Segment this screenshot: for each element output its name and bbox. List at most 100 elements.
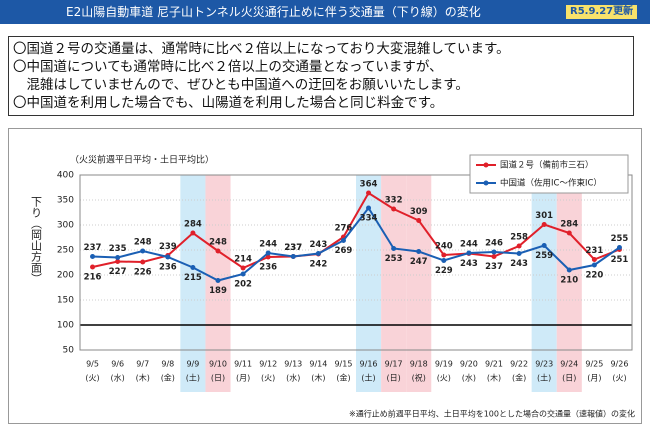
x-tick-weekday: (木) xyxy=(487,373,501,383)
data-point xyxy=(265,250,271,256)
data-label: 215 xyxy=(184,273,202,283)
data-label: 244 xyxy=(460,240,478,250)
data-label: 210 xyxy=(560,276,578,286)
data-label: 240 xyxy=(435,242,453,252)
y-tick-label: 250 xyxy=(57,246,74,256)
header: E2山陽自動車道 尼子山トンネル火災通行止めに伴う交通量（下り線）の変化 R5.… xyxy=(0,0,650,24)
data-point xyxy=(240,271,246,277)
data-point xyxy=(140,248,146,254)
y-tick-label: 50 xyxy=(63,346,75,356)
footnote: ※通行止め前週平日平均、土日平均を100とした場合の交通量（速報値）の変化 xyxy=(349,409,635,419)
x-tick-label: 9/17 xyxy=(385,360,403,369)
data-label: 237 xyxy=(284,243,302,253)
data-label: 239 xyxy=(159,242,177,252)
x-tick-label: 9/21 xyxy=(485,360,503,369)
x-tick-weekday: (金) xyxy=(336,373,350,383)
x-tick-weekday: (土) xyxy=(361,373,375,383)
x-tick-weekday: (火) xyxy=(612,374,626,383)
data-point xyxy=(115,259,121,264)
data-label: 214 xyxy=(234,255,252,265)
x-tick-weekday: (水) xyxy=(286,373,300,383)
data-point xyxy=(215,278,221,283)
x-tick-label: 9/7 xyxy=(136,360,149,369)
x-tick-label: 9/22 xyxy=(510,360,528,369)
data-label: 246 xyxy=(485,239,503,249)
data-label: 236 xyxy=(259,263,277,273)
data-point xyxy=(240,265,246,271)
series-line xyxy=(92,191,620,270)
note: 混雑はしていませんので、ぜひとも中国道への迂回をお願いいたします。 xyxy=(13,77,469,93)
data-label: 259 xyxy=(535,251,553,261)
y-tick-label: 150 xyxy=(57,296,74,306)
x-tick-weekday: (土) xyxy=(186,373,200,383)
data-label: 332 xyxy=(385,196,403,206)
data-point xyxy=(290,254,296,259)
data-point xyxy=(416,218,422,223)
data-point xyxy=(541,243,547,248)
data-point xyxy=(140,259,146,265)
x-tick-label: 9/16 xyxy=(360,360,378,369)
x-tick-weekday: (月) xyxy=(587,374,601,383)
x-tick-weekday: (火) xyxy=(85,374,99,383)
x-tick-weekday: (水) xyxy=(111,373,125,383)
data-point xyxy=(366,205,372,211)
x-tick-label: 9/19 xyxy=(435,360,453,369)
x-tick-label: 9/26 xyxy=(610,360,628,369)
data-point xyxy=(566,267,572,273)
data-point xyxy=(90,254,96,259)
x-tick-label: 9/11 xyxy=(234,360,252,369)
x-tick-label: 9/14 xyxy=(309,360,327,369)
x-tick-label: 9/25 xyxy=(585,360,603,369)
data-point xyxy=(416,249,422,254)
x-tick-label: 9/23 xyxy=(535,360,553,369)
data-point xyxy=(441,258,447,263)
x-tick-label: 9/13 xyxy=(284,360,302,369)
y-axis-label: （火災前週平日平均・土日平均比） xyxy=(70,154,214,166)
data-label: 255 xyxy=(611,234,629,244)
x-tick-label: 9/12 xyxy=(259,360,277,369)
data-label: 243 xyxy=(460,259,478,269)
side-label: 下り（岡山方面） xyxy=(30,196,43,284)
data-label: 227 xyxy=(109,267,127,277)
data-label: 189 xyxy=(209,286,227,296)
data-label: 258 xyxy=(510,233,528,243)
y-tick-label: 300 xyxy=(57,221,74,231)
data-label: 243 xyxy=(510,259,528,269)
x-tick-label: 9/15 xyxy=(334,360,352,369)
day-highlight xyxy=(406,175,432,392)
data-point xyxy=(566,230,572,236)
notes-box: 〇国道２号の交通量は、通常時に比べ２倍以上になっており大変混雑しています。 〇中… xyxy=(8,36,634,116)
x-tick-label: 9/8 xyxy=(161,360,174,369)
data-label: 247 xyxy=(410,257,428,267)
chart-frame xyxy=(8,128,642,424)
legend-marker xyxy=(483,162,489,168)
data-point xyxy=(265,254,271,260)
x-tick-weekday: (水) xyxy=(462,373,476,383)
data-label: 237 xyxy=(284,243,302,253)
data-label: 237 xyxy=(84,243,102,253)
data-label: 202 xyxy=(234,280,252,290)
data-point xyxy=(366,190,372,196)
x-tick-weekday: (木) xyxy=(136,373,150,383)
y-tick-label: 350 xyxy=(57,196,74,206)
day-highlight xyxy=(556,175,582,392)
x-tick-weekday: (金) xyxy=(512,373,526,383)
data-point xyxy=(591,262,597,268)
x-tick-weekday: (木) xyxy=(311,373,325,383)
data-point xyxy=(466,250,472,256)
data-label: 231 xyxy=(585,246,603,256)
data-label: 243 xyxy=(309,240,327,250)
day-highlight xyxy=(531,175,557,392)
data-point xyxy=(190,265,196,270)
data-point xyxy=(491,249,497,255)
legend-marker xyxy=(483,180,489,186)
data-label: 309 xyxy=(410,207,428,217)
data-point xyxy=(441,252,447,258)
data-point xyxy=(90,264,96,270)
series-line xyxy=(92,206,621,282)
data-point xyxy=(165,254,171,260)
data-label: 269 xyxy=(335,246,353,256)
data-label: 216 xyxy=(84,273,102,283)
